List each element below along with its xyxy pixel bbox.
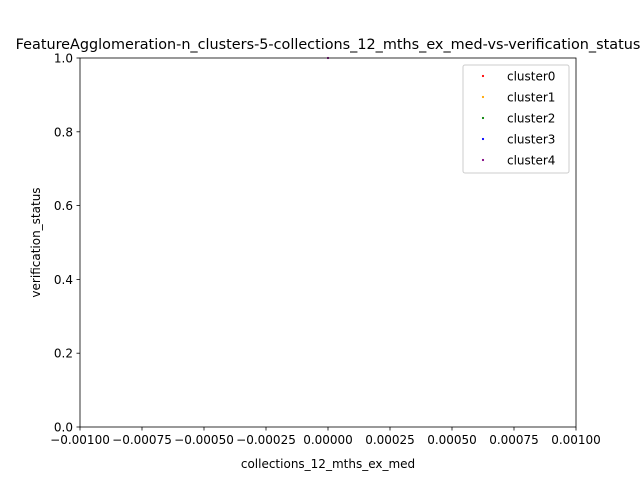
- y-tick-label: 0.8: [54, 125, 73, 139]
- y-axis-label: verification_status: [29, 187, 43, 297]
- legend-frame: [462, 64, 570, 174]
- legend-label-cluster1: cluster1: [507, 91, 555, 105]
- x-tick-label: −0.00050: [174, 433, 234, 447]
- legend-marker-cluster0: [481, 74, 485, 78]
- y-tick-label: 1.0: [54, 52, 73, 66]
- legend-marker-cluster1: [481, 95, 485, 99]
- x-axis: −0.00100 −0.00075 −0.00050 −0.00025 0.00000 0…: [50, 427, 601, 447]
- legend-marker-cluster2: [481, 116, 485, 120]
- legend-label-cluster2: cluster2: [507, 112, 555, 126]
- legend-label-cluster3: cluster3: [507, 133, 555, 147]
- x-tick-label: 0.00100: [551, 433, 601, 447]
- chart-title: FeatureAgglomeration-n_clusters-5-collec…: [16, 37, 640, 53]
- legend-label-cluster0: cluster0: [507, 70, 555, 84]
- legend-label-cluster4: cluster4: [507, 154, 555, 168]
- legend: cluster0 cluster1 cluster2 cluster3 cluster4: [462, 64, 570, 174]
- x-axis-label: collections_12_mths_ex_med: [241, 457, 415, 471]
- x-tick-label: 0.00025: [365, 433, 415, 447]
- y-tick-label: 0.2: [54, 347, 73, 361]
- y-tick-label: 0.6: [54, 199, 73, 213]
- legend-marker-cluster4: [481, 158, 485, 162]
- x-tick-label: 0.00050: [427, 433, 477, 447]
- x-tick-label: 0.00075: [489, 433, 539, 447]
- y-tick-label: 0.4: [54, 273, 73, 287]
- y-axis: 0.0 0.2 0.4 0.6 0.8 1.0: [54, 52, 80, 435]
- x-tick-label: −0.00025: [236, 433, 296, 447]
- y-tick-label: 0.0: [54, 421, 73, 435]
- x-tick-label: −0.00100: [50, 433, 110, 447]
- x-tick-label: −0.00075: [112, 433, 172, 447]
- legend-marker-cluster3: [481, 137, 485, 141]
- x-tick-label: 0.00000: [303, 433, 353, 447]
